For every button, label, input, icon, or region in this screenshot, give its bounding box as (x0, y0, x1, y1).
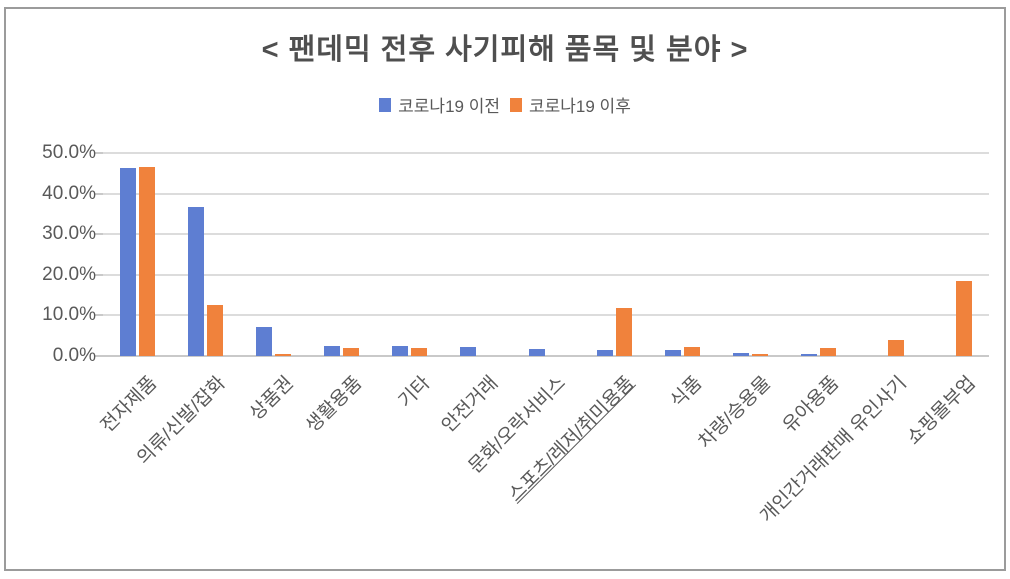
y-axis-label: 30.0% (42, 223, 96, 245)
bar-series0-cat4 (392, 345, 409, 356)
gridline-40pct (103, 192, 989, 195)
gridline-10pct (103, 314, 989, 317)
gridline-0pct (103, 355, 989, 357)
bar-series1-cat7 (615, 307, 632, 356)
y-axis-tick (95, 314, 103, 317)
bar-series1-cat2 (274, 353, 291, 356)
bar-series0-cat6 (528, 348, 545, 356)
y-axis-tick (95, 273, 103, 276)
legend-item-before: 코로나19 이전 (379, 92, 500, 117)
chart-legend: 코로나19 이전 코로나19 이후 (0, 92, 1010, 117)
y-axis-tick (95, 233, 103, 236)
bar-series1-cat9 (751, 353, 768, 356)
y-axis-label: 20.0% (42, 263, 96, 285)
y-axis-label: 40.0% (42, 182, 96, 204)
chart-title: < 팬데믹 전후 사기피해 품목 및 분야 > (261, 34, 749, 66)
bar-series0-cat2 (255, 327, 272, 356)
bar-series0-cat3 (324, 345, 341, 356)
x-axis-category-label: 생활용품 (301, 372, 366, 437)
bar-series0-cat7 (596, 349, 613, 356)
legend-label-after: 코로나19 이후 (529, 97, 631, 116)
bar-series1-cat10 (820, 347, 837, 356)
bar-series1-cat11 (888, 340, 905, 356)
y-axis-label: 10.0% (42, 304, 96, 326)
y-axis-label: 0.0% (52, 345, 96, 366)
bar-series1-cat12 (956, 281, 973, 356)
gridline-30pct (103, 233, 989, 236)
bar-series0-cat0 (119, 167, 136, 356)
bar-series0-cat10 (801, 354, 818, 356)
legend-label-before: 코로나19 이전 (398, 97, 500, 116)
x-axis-category-label: 쇼핑몰부업 (902, 372, 980, 450)
legend-item-after: 코로나19 이후 (510, 92, 631, 117)
bar-series0-cat8 (664, 350, 681, 356)
x-axis-category-label: 상품권 (245, 372, 298, 425)
bar-series1-cat0 (138, 167, 155, 356)
x-axis-category-label: 차량/승용물 (694, 372, 775, 453)
x-axis-category-label: 식품 (667, 372, 707, 413)
y-axis-tick (95, 355, 103, 357)
bar-series0-cat1 (187, 207, 204, 356)
bar-series1-cat3 (343, 347, 360, 356)
legend-swatch-before-icon (379, 97, 392, 112)
gridline-20pct (103, 273, 989, 276)
bar-series0-cat5 (460, 347, 477, 356)
gridline-50pct (103, 152, 989, 154)
bar-series0-cat9 (732, 352, 749, 356)
bar-series1-cat1 (206, 305, 223, 356)
x-axis-category-label: 스포츠/레저/취미용품 (504, 372, 639, 507)
legend-swatch-after-icon (510, 97, 522, 112)
y-axis-label: 50.0% (42, 142, 96, 163)
y-axis-tick (95, 152, 103, 154)
bar-series1-cat4 (411, 347, 428, 356)
y-axis-tick (95, 192, 103, 195)
x-axis-category-label: 기타 (394, 372, 435, 413)
bar-series1-cat8 (683, 347, 700, 356)
